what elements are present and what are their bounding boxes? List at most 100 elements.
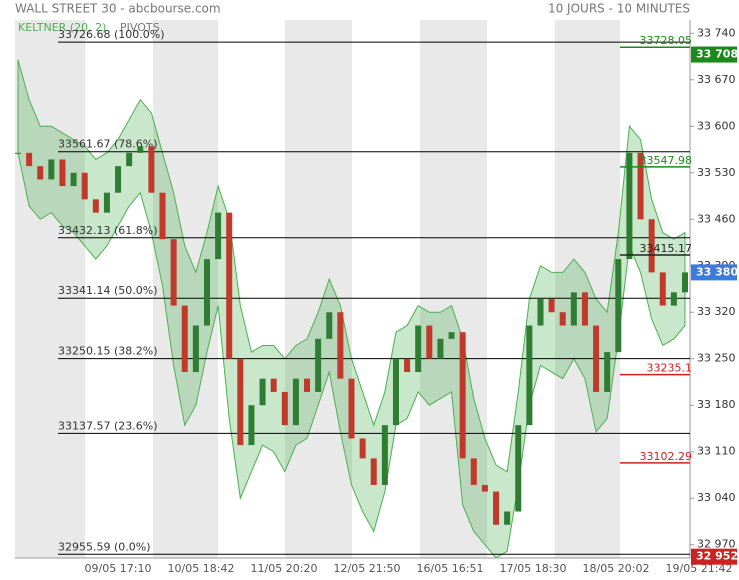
fib-pct: (100.0%) bbox=[114, 28, 165, 41]
candle bbox=[215, 212, 222, 260]
candle bbox=[682, 272, 688, 293]
candle bbox=[670, 292, 677, 306]
candle bbox=[259, 378, 266, 406]
legend-entry: KELTNER (20, 2) bbox=[18, 21, 106, 34]
y-tick-label: 33 530 bbox=[697, 166, 736, 179]
candle bbox=[559, 312, 566, 326]
candle bbox=[170, 239, 177, 306]
candle bbox=[103, 192, 110, 213]
pivot-label: 33547.98 bbox=[640, 154, 693, 167]
title: WALL STREET 30 - abcbourse.com bbox=[15, 2, 221, 16]
candle bbox=[126, 152, 133, 167]
candle bbox=[537, 298, 544, 326]
price-tag-label: 33 380 bbox=[696, 265, 738, 278]
pivot-label: 33102.29 bbox=[640, 450, 693, 463]
candle bbox=[448, 332, 455, 339]
candle bbox=[59, 159, 66, 187]
fib-price: 33432.13 bbox=[58, 224, 111, 237]
x-tick-label: 18/05 20:02 bbox=[583, 562, 650, 575]
fib-pct: (0.0%) bbox=[114, 540, 151, 553]
fib-pct: (23.6%) bbox=[114, 419, 158, 432]
candle bbox=[148, 146, 155, 193]
candle bbox=[370, 458, 377, 485]
y-tick-label: 33 320 bbox=[697, 305, 736, 318]
candle bbox=[292, 378, 299, 426]
price-tag-label: 33 708 bbox=[696, 48, 738, 61]
candle bbox=[37, 166, 44, 180]
candle bbox=[337, 312, 344, 379]
candle bbox=[426, 325, 433, 359]
fib-price: 33341.14 bbox=[58, 284, 111, 297]
candle bbox=[626, 152, 633, 260]
candle bbox=[115, 166, 122, 193]
candle bbox=[481, 484, 488, 492]
candle bbox=[604, 352, 611, 392]
y-tick-label: 33 180 bbox=[697, 398, 736, 411]
fib-price: 33561.67 bbox=[58, 138, 111, 151]
fib-price: 32955.59 bbox=[58, 540, 111, 553]
candle bbox=[548, 298, 555, 313]
candle bbox=[181, 305, 188, 373]
y-tick-label: 33 600 bbox=[697, 119, 736, 132]
x-tick-label: 09/05 17:10 bbox=[85, 562, 152, 575]
pivot-label: 33415.17 bbox=[640, 242, 693, 255]
candle bbox=[248, 405, 255, 446]
candle bbox=[192, 325, 199, 373]
x-tick-label: 19/05 21:42 bbox=[666, 562, 733, 575]
candle bbox=[637, 152, 644, 220]
day-shade bbox=[555, 20, 620, 558]
candle bbox=[504, 511, 511, 525]
candle bbox=[493, 491, 500, 525]
candle bbox=[137, 146, 144, 153]
candle bbox=[581, 292, 588, 326]
candle bbox=[348, 378, 355, 439]
fib-pct: (61.8%) bbox=[114, 224, 158, 237]
candle bbox=[615, 259, 622, 353]
candle bbox=[270, 378, 277, 392]
y-tick-label: 32 970 bbox=[697, 538, 736, 551]
candle bbox=[92, 199, 99, 213]
candle bbox=[515, 425, 522, 512]
price-tag-label: 32 952 bbox=[696, 550, 738, 563]
fib-pct: (50.0%) bbox=[114, 284, 158, 297]
price-tag bbox=[691, 264, 737, 281]
fib-pct: (78.6%) bbox=[114, 138, 158, 151]
fib-price: 33250.15 bbox=[58, 345, 111, 358]
y-tick-label: 33 670 bbox=[697, 73, 736, 86]
candle bbox=[159, 192, 166, 240]
candle bbox=[326, 312, 333, 339]
candle bbox=[648, 219, 655, 273]
x-tick-label: 16/05 16:51 bbox=[417, 562, 484, 575]
candle bbox=[315, 338, 322, 392]
y-tick-label: 33 040 bbox=[697, 491, 736, 504]
subtitle: 10 JOURS - 10 MINUTES bbox=[548, 2, 690, 16]
candle bbox=[48, 159, 55, 180]
candle bbox=[203, 259, 210, 326]
candle bbox=[359, 438, 366, 459]
candle bbox=[470, 458, 477, 485]
candle bbox=[304, 378, 311, 392]
y-tick-label: 33 460 bbox=[697, 212, 736, 225]
candle bbox=[15, 152, 21, 154]
candle bbox=[459, 332, 466, 459]
day-shade bbox=[15, 20, 85, 558]
price-tag bbox=[691, 46, 737, 63]
x-tick-label: 11/05 20:20 bbox=[251, 562, 318, 575]
fib-price: 33137.57 bbox=[58, 419, 111, 432]
candle bbox=[237, 358, 244, 446]
candle bbox=[392, 358, 399, 426]
fib-pct: (38.2%) bbox=[114, 345, 158, 358]
legend-entry: PIVOTS bbox=[120, 21, 160, 34]
candle bbox=[81, 172, 88, 200]
candle bbox=[415, 325, 422, 373]
candle bbox=[404, 358, 411, 373]
x-tick-label: 12/05 21:50 bbox=[334, 562, 401, 575]
x-tick-label: 17/05 18:30 bbox=[500, 562, 567, 575]
price-tag bbox=[691, 548, 737, 565]
day-shade bbox=[285, 20, 352, 558]
candle bbox=[70, 172, 77, 187]
y-tick-label: 33 250 bbox=[697, 352, 736, 365]
fib-price: 33726.68 bbox=[58, 28, 111, 41]
candle bbox=[437, 338, 444, 359]
